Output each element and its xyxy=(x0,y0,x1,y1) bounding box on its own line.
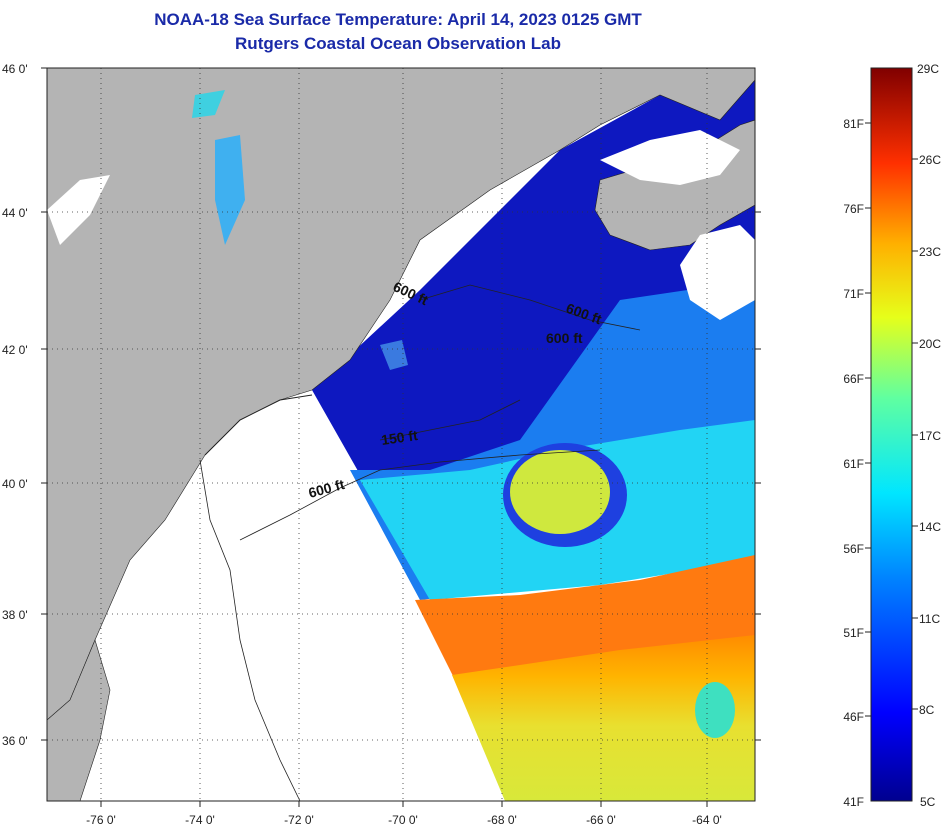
colorbar: 29C 26C 23C 20C 17C 14C 11C 8C 5C 81F 76… xyxy=(843,62,941,809)
graticule xyxy=(47,68,755,801)
colorbar-celsius-label: 5C xyxy=(920,795,936,809)
lake-sst-patch xyxy=(192,90,225,118)
lat-label: 44 0' xyxy=(2,206,28,220)
lat-label: 42 0' xyxy=(2,343,28,357)
cool-eddy xyxy=(695,682,735,738)
map-title: NOAA-18 Sea Surface Temperature: April 1… xyxy=(154,10,642,29)
lat-label: 40 0' xyxy=(2,477,28,491)
isobath-label: 600 ft xyxy=(546,330,583,346)
isobath-label: 150 ft xyxy=(380,427,419,448)
lon-label: -68 0' xyxy=(487,813,517,827)
isobath-line xyxy=(419,284,641,331)
colorbar-gradient xyxy=(870,67,913,802)
lon-label: -72 0' xyxy=(284,813,314,827)
colorbar-fahrenheit-label: 71F xyxy=(843,287,864,301)
colorbar-celsius-label: 17C xyxy=(919,429,941,443)
colorbar-celsius-label: 23C xyxy=(919,245,941,259)
isobath-line xyxy=(379,399,521,441)
colorbar-fahrenheit-label: 66F xyxy=(843,372,864,386)
colorbar-celsius-label: 11C xyxy=(919,612,940,626)
colorbar-fahrenheit-label: 56F xyxy=(843,542,864,556)
cloud-patch xyxy=(600,130,740,185)
colorbar-celsius-label: 8C xyxy=(919,703,935,717)
lon-label: -66 0' xyxy=(586,813,616,827)
colorbar-fahrenheit-label: 51F xyxy=(843,626,864,640)
cape-cod-bay-patch xyxy=(380,340,408,370)
map-frame xyxy=(46,67,756,802)
lon-label: -64 0' xyxy=(692,813,722,827)
sst-offshore-warm xyxy=(452,635,755,801)
map-area: 600 ft 600 ft 600 ft 150 ft 600 ft xyxy=(47,68,755,801)
lat-label: 38 0' xyxy=(2,608,28,622)
lon-label: -70 0' xyxy=(388,813,418,827)
lon-label: -76 0' xyxy=(86,813,116,827)
colorbar-celsius-label: 29C xyxy=(917,62,939,76)
land-delmarva xyxy=(47,639,111,801)
colorbar-celsius-label: 14C xyxy=(919,520,941,534)
lake-sst-patch xyxy=(215,135,245,245)
colorbar-fahrenheit-label: 81F xyxy=(843,117,864,131)
colorbar-fahrenheit-label: 76F xyxy=(843,202,864,216)
map-subtitle: Rutgers Coastal Ocean Observation Lab xyxy=(235,34,561,53)
lat-label: 46 0' xyxy=(2,62,28,76)
cloud-patch xyxy=(680,225,755,320)
colorbar-fahrenheit-label: 46F xyxy=(843,710,864,724)
sst-warm-band xyxy=(415,555,755,690)
warm-core-ring xyxy=(510,450,610,534)
colorbar-fahrenheit-label: 41F xyxy=(843,795,864,809)
lake-patch xyxy=(47,175,110,245)
isobath-line xyxy=(199,459,301,801)
coastline-long-island xyxy=(204,394,313,456)
lat-label: 36 0' xyxy=(2,734,28,748)
lon-label: -74 0' xyxy=(185,813,215,827)
colorbar-fahrenheit-label: 61F xyxy=(843,457,864,471)
axis-ticks xyxy=(41,67,761,807)
isobath-line xyxy=(239,449,601,541)
colorbar-celsius-label: 26C xyxy=(919,153,941,167)
colorbar-celsius-label: 20C xyxy=(919,337,941,351)
